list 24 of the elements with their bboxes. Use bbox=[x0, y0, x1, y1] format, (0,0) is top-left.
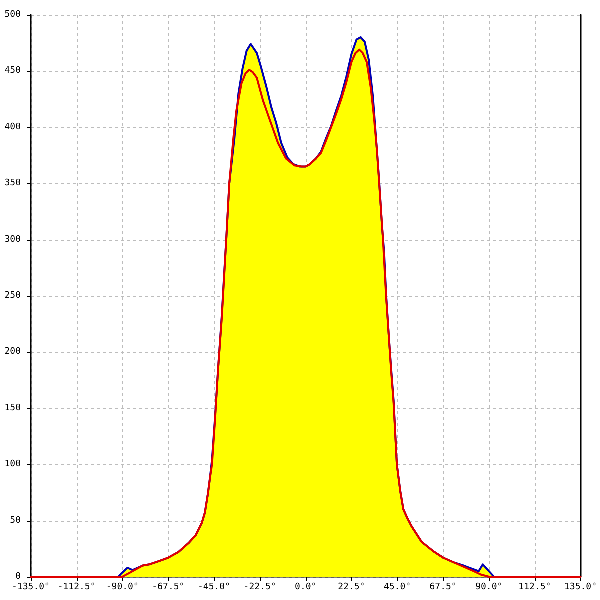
x-tick-label: -67.5° bbox=[152, 582, 185, 592]
y-tick-label: 200 bbox=[4, 347, 21, 358]
y-tick-label: 350 bbox=[4, 178, 21, 189]
x-tick-label: -135.0° bbox=[12, 582, 50, 592]
y-tick-label: 150 bbox=[4, 403, 21, 414]
x-tick-label: 67.5° bbox=[430, 582, 457, 592]
y-tick-label: 100 bbox=[4, 460, 21, 470]
x-tick-label: 135.0° bbox=[564, 582, 597, 592]
x-tick-label: -22.5° bbox=[244, 582, 276, 592]
x-tick-label: 45.0° bbox=[384, 582, 412, 592]
x-tick-label: 22.5° bbox=[338, 582, 366, 592]
x-tick-label: 112.5° bbox=[518, 582, 552, 592]
x-tick-label: -90.0° bbox=[106, 582, 139, 592]
x-tick-label: 90.0° bbox=[476, 582, 503, 592]
y-tick-label: 250 bbox=[4, 291, 21, 301]
y-tick-label: 450 bbox=[4, 66, 21, 76]
y-tick-label: 500 bbox=[4, 10, 21, 20]
x-tick-label: -112.5° bbox=[58, 582, 96, 592]
y-tick-label: 50 bbox=[10, 516, 21, 526]
y-tick-label: 0 bbox=[16, 572, 21, 582]
x-tick-label: -45.0° bbox=[198, 582, 231, 592]
y-tick-label: 400 bbox=[4, 122, 21, 132]
x-tick-label: 0.0° bbox=[295, 582, 317, 592]
y-tick-label: 300 bbox=[4, 234, 21, 245]
